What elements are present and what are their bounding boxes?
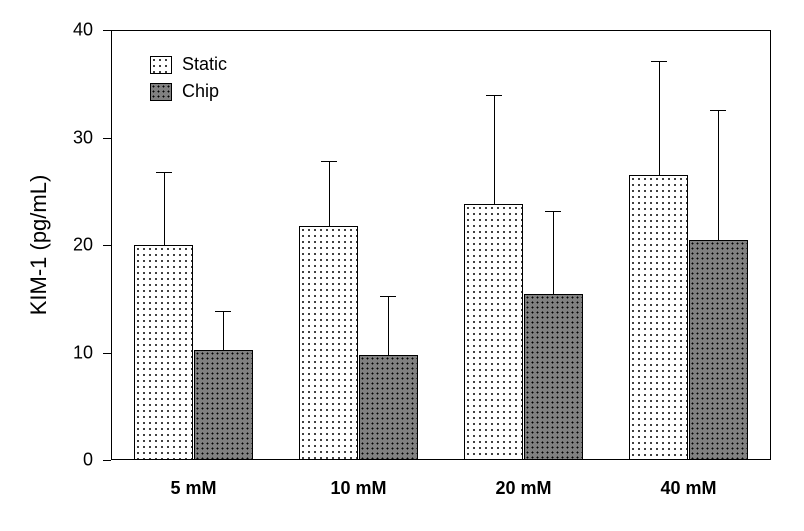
legend: Static Chip <box>150 54 227 108</box>
y-tick-label: 10 <box>73 342 103 363</box>
error-cap <box>215 311 231 312</box>
legend-swatch-chip <box>150 83 172 101</box>
error-cap <box>545 211 561 212</box>
error-cap <box>486 95 502 96</box>
bar-chip <box>524 294 583 460</box>
error-cap <box>380 296 396 297</box>
y-tick-label: 30 <box>73 127 103 148</box>
error-bar <box>329 161 330 226</box>
y-tick <box>103 138 111 139</box>
y-tick-label: 0 <box>83 450 103 471</box>
y-tick <box>103 353 111 354</box>
bar-static <box>464 204 523 460</box>
bar-static <box>134 245 193 460</box>
error-bar <box>388 296 389 355</box>
y-tick <box>103 30 111 31</box>
bar-static <box>299 226 358 460</box>
y-tick-label: 20 <box>73 235 103 256</box>
error-bar <box>223 311 224 351</box>
x-category-label: 5 mM <box>170 478 216 499</box>
chart-container: KIM-1 (pg/mL) Static Chip 0 10 20 30 40 5 mM 1… <box>0 0 804 531</box>
error-bar <box>659 61 660 175</box>
error-cap <box>321 161 337 162</box>
error-cap <box>651 61 667 62</box>
bar-chip <box>359 355 418 460</box>
legend-item-chip: Chip <box>150 81 227 102</box>
y-axis-label: KIM-1 (pg/mL) <box>26 175 52 316</box>
error-bar <box>553 211 554 295</box>
x-category-label: 20 mM <box>495 478 551 499</box>
y-tick <box>103 245 111 246</box>
legend-swatch-static <box>150 56 172 74</box>
error-cap <box>156 172 172 173</box>
bar-chip <box>689 240 748 460</box>
legend-label-chip: Chip <box>182 81 219 102</box>
y-tick <box>103 460 111 461</box>
x-category-label: 10 mM <box>330 478 386 499</box>
bar-chip <box>194 350 253 460</box>
error-cap <box>710 110 726 111</box>
bar-static <box>629 175 688 460</box>
error-bar <box>718 110 719 240</box>
y-tick-label: 40 <box>73 20 103 41</box>
legend-item-static: Static <box>150 54 227 75</box>
x-category-label: 40 mM <box>660 478 716 499</box>
error-bar <box>494 95 495 205</box>
error-bar <box>164 172 165 245</box>
legend-label-static: Static <box>182 54 227 75</box>
